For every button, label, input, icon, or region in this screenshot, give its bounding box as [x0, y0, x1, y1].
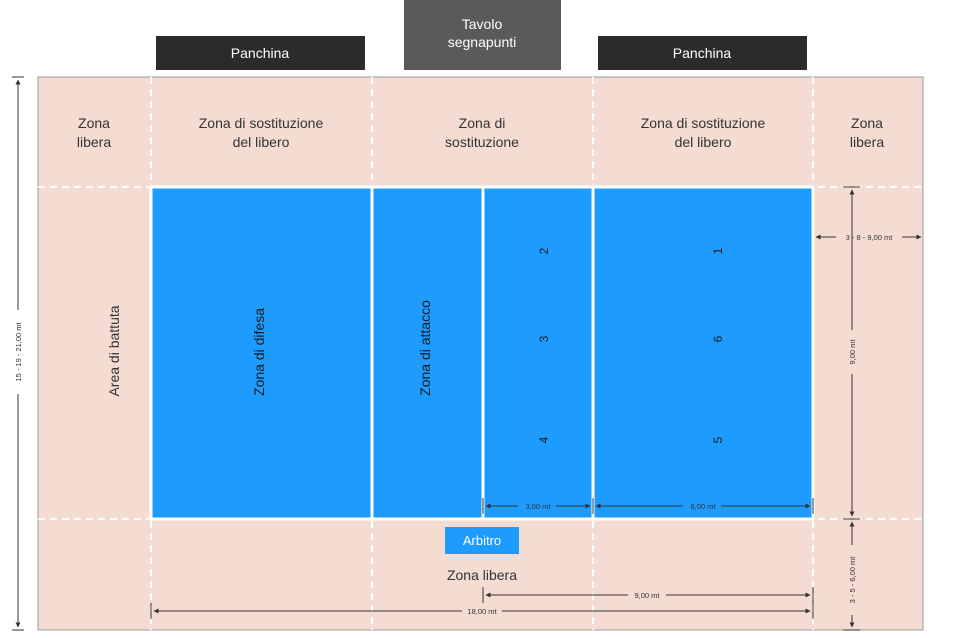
dimension-bottom-free-width-bg [846, 545, 858, 615]
dimension-total-height-bg [13, 310, 23, 394]
bench-left-box [156, 36, 365, 70]
dimension-court-width-bg [846, 330, 858, 374]
referee-box [445, 527, 519, 554]
dimension-half-length-label: 9,00 mt [634, 591, 660, 600]
bench-right-label: Panchina [673, 45, 732, 61]
dimension-court-length-bg [462, 605, 502, 617]
dimension-total-height-label: 15 - 19 - 21,00 mt [14, 321, 23, 381]
libero-sub-zone-right-label-2: del libero [675, 134, 732, 150]
dimension-court-length-label: 18,00 mt [467, 607, 497, 616]
free-zone-right-label-2: libera [850, 134, 884, 150]
referee-label: Arbitro [463, 533, 501, 548]
position-1: 1 [711, 247, 725, 254]
position-3: 3 [537, 335, 551, 342]
service-area-label: Area di battuta [106, 305, 122, 396]
bench-right-box [598, 36, 807, 70]
dimension-attack-depth-bg [518, 500, 556, 512]
attack-zone-label: Zona di attacco [417, 300, 433, 396]
dimension-back-depth-bg [683, 500, 721, 512]
free-zone-left-label-2: libera [77, 134, 111, 150]
substitution-zone-label-1: Zona di [459, 115, 506, 131]
free-zone-left-label-1: Zona [78, 115, 110, 131]
position-2: 2 [537, 247, 551, 254]
dimension-court-width-label: 9,00 mt [848, 339, 857, 365]
dimension-attack-depth-label: 3,00 mt [525, 502, 551, 511]
dimension-back-depth-label: 6,00 mt [690, 502, 716, 511]
free-zone-right-label-1: Zona [851, 115, 883, 131]
libero-sub-zone-left-label-2: del libero [233, 134, 290, 150]
scorer-table-label-line1: Tavolo [462, 16, 503, 32]
bench-left-label: Panchina [231, 45, 290, 61]
defense-zone-label: Zona di difesa [251, 308, 267, 396]
libero-sub-zone-left-label-1: Zona di sostituzione [199, 115, 324, 131]
dimension-side-free-width-label: 3 - 8 - 9,00 mt [846, 233, 894, 242]
dimension-half-length-bg [628, 589, 666, 601]
libero-sub-zone-right-label-1: Zona di sostituzione [641, 115, 766, 131]
scorer-table-label-line2: segnapunti [448, 34, 517, 50]
scorer-table-box [404, 0, 561, 70]
substitution-zone-label-2: sostituzione [445, 134, 519, 150]
position-4: 4 [537, 436, 551, 443]
dimension-bottom-free-width-label: 3 - 5 - 6,00 mt [848, 556, 857, 604]
position-5: 5 [711, 436, 725, 443]
free-zone-bottom-label: Zona libera [447, 567, 517, 583]
position-6: 6 [711, 335, 725, 342]
